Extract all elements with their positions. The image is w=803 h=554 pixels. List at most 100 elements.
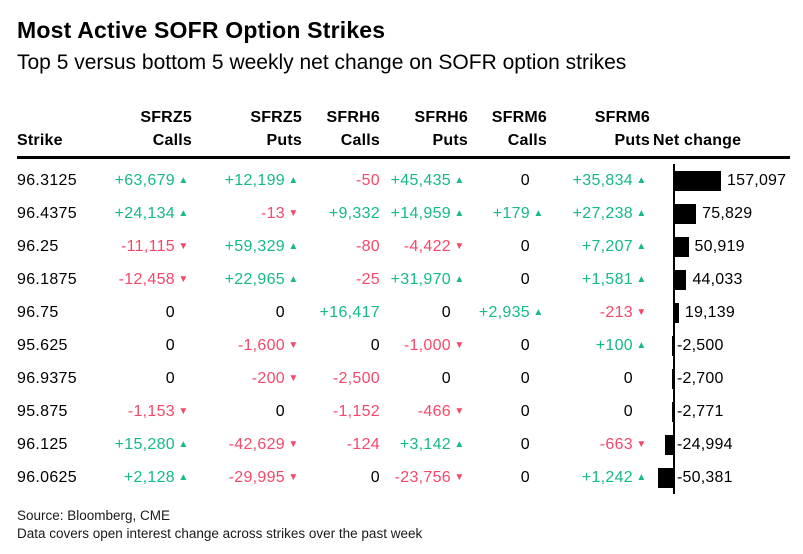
value-cell: +12,199 ▲ (192, 164, 302, 197)
value-cell: 0 (468, 230, 547, 263)
strike-cell: 96.75 (17, 303, 59, 321)
value-cell: -12,458 ▼ (88, 263, 192, 296)
value-text: +16,417 (319, 303, 380, 321)
value-text: 0 (275, 402, 285, 420)
value-text: +3,142 (399, 435, 451, 453)
down-arrow-icon: ▼ (288, 372, 299, 384)
value-cell: +1,242 ▲ (547, 461, 650, 494)
value-cell: 0 (547, 395, 650, 428)
value-text: 0 (520, 270, 530, 288)
net-change-value: 44,033 (692, 271, 743, 288)
value-text: +2,935 (478, 303, 530, 321)
up-arrow-icon: ▲ (636, 339, 647, 351)
net-change-value: -2,500 (677, 337, 724, 354)
value-cell: +15,280 ▲ (88, 428, 192, 461)
value-text: +7,207 (581, 237, 633, 255)
value-text: -2,500 (332, 369, 380, 387)
net-change-value: -50,381 (677, 469, 733, 486)
net-change-cell: -2,500 (650, 329, 790, 362)
net-change-value: -2,700 (677, 370, 724, 387)
column-header-sfrz5-puts: SFRZ5 Puts (250, 109, 302, 149)
value-text: +31,970 (390, 270, 451, 288)
value-cell: -466 ▼ (380, 395, 468, 428)
down-arrow-icon: ▼ (288, 471, 299, 483)
value-cell: +2,128 ▲ (88, 461, 192, 494)
value-text: -1,000 (403, 336, 451, 354)
up-arrow-icon: ▲ (636, 174, 647, 186)
value-text: +15,280 (114, 435, 175, 453)
value-text: -1,600 (237, 336, 285, 354)
value-text: 0 (520, 369, 530, 387)
value-cell: +63,679 ▲ (88, 164, 192, 197)
value-cell: -29,995 ▼ (192, 461, 302, 494)
value-text: 0 (520, 336, 530, 354)
down-arrow-icon: ▼ (178, 240, 189, 252)
value-cell: +3,142 ▲ (380, 428, 468, 461)
net-change-cell: -50,381 (650, 461, 790, 494)
strike-cell: 96.4375 (17, 204, 77, 222)
up-arrow-icon: ▲ (636, 207, 647, 219)
data-note: Data covers open interest change across … (17, 526, 423, 541)
value-text: +2,128 (123, 468, 175, 486)
value-text: +9,332 (328, 204, 380, 222)
up-arrow-icon: ▲ (454, 273, 465, 285)
value-cell: 0 (468, 461, 547, 494)
value-cell: -4,422 ▼ (380, 230, 468, 263)
source-note: Source: Bloomberg, CME (17, 508, 171, 523)
value-cell: 0 (192, 296, 302, 329)
column-header-sfrh6-puts: SFRH6 Puts (414, 109, 468, 149)
net-change-bar (673, 236, 689, 257)
value-cell: -213 ▼ (547, 296, 650, 329)
table-row: 96.3125 +63,679 ▲ +12,199 ▲ -50 +45,435 ▲ 0 +35,8… (17, 164, 790, 197)
net-change-bar (673, 302, 679, 323)
net-change-cell: 44,033 (650, 263, 790, 296)
column-header-strike: Strike (17, 132, 63, 149)
table-row: 96.125 +15,280 ▲ -42,629 ▼ -124 +3,142 ▲ 0 -663 ▼ -… (17, 428, 790, 461)
value-text: 0 (370, 336, 380, 354)
value-text: -11,115 (121, 237, 175, 255)
value-text: +59,329 (224, 237, 285, 255)
value-cell: -25 (302, 263, 380, 296)
value-cell: -13 ▼ (192, 197, 302, 230)
value-cell: 0 (468, 362, 547, 395)
value-cell: 0 (88, 362, 192, 395)
value-text: 0 (520, 468, 530, 486)
value-text: +63,679 (114, 171, 175, 189)
value-text: 0 (520, 435, 530, 453)
net-change-bar (672, 368, 673, 389)
table-row: 96.1875 -12,458 ▼ +22,965 ▲ -25 +31,970 ▲ 0 +1,58… (17, 263, 790, 296)
value-cell: +100 ▲ (547, 329, 650, 362)
value-text: +12,199 (224, 171, 285, 189)
value-cell: +22,965 ▲ (192, 263, 302, 296)
value-cell: 0 (192, 395, 302, 428)
value-cell: -1,600 ▼ (192, 329, 302, 362)
net-change-bar (665, 434, 673, 455)
down-arrow-icon: ▼ (178, 405, 189, 417)
up-arrow-icon: ▲ (636, 240, 647, 252)
up-arrow-icon: ▲ (454, 438, 465, 450)
down-arrow-icon: ▼ (454, 471, 465, 483)
value-cell: 0 (380, 296, 468, 329)
strike-cell: 96.1875 (17, 270, 77, 288)
value-text: 0 (520, 402, 530, 420)
value-cell: +179 ▲ (468, 197, 547, 230)
value-text: 0 (441, 369, 451, 387)
net-change-cell: 19,139 (650, 296, 790, 329)
net-change-bar (672, 335, 673, 356)
zero-axis-line (673, 461, 675, 494)
value-text: -29,995 (228, 468, 285, 486)
value-cell: +1,581 ▲ (547, 263, 650, 296)
net-change-value: 157,097 (727, 172, 787, 189)
value-cell: +2,935 ▲ (468, 296, 547, 329)
source-footer: Source: Bloomberg, CME Data covers open … (17, 507, 790, 543)
net-change-bar (673, 269, 687, 290)
value-cell: 0 (380, 362, 468, 395)
value-cell: 0 (468, 164, 547, 197)
value-text: -1,153 (127, 402, 175, 420)
value-cell: 0 (468, 395, 547, 428)
strike-cell: 96.3125 (17, 171, 77, 189)
value-cell: -663 ▼ (547, 428, 650, 461)
strike-cell: 95.875 (17, 402, 68, 420)
value-text: -124 (346, 435, 380, 453)
value-text: -200 (251, 369, 285, 387)
